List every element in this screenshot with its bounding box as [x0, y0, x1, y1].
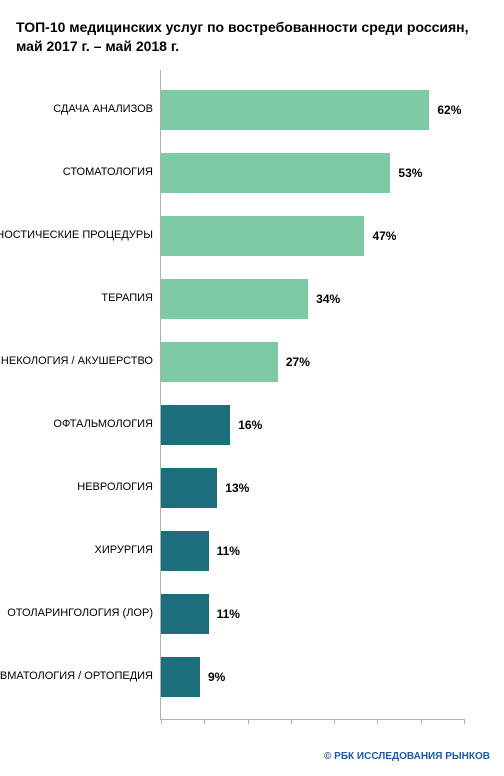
value-label: 9%	[208, 670, 225, 684]
category-label: ОТОЛАРИНГОЛОГИЯ (ЛОР)	[7, 607, 153, 620]
value-label: 11%	[217, 544, 240, 558]
bar	[161, 90, 429, 130]
source-footer: © РБК ИССЛЕДОВАНИЯ РЫНКОВ	[324, 751, 490, 762]
axis-tick	[248, 719, 249, 724]
category-label: ОФТАЛЬМОЛОГИЯ	[53, 418, 153, 431]
value-label: 27%	[286, 355, 310, 369]
chart-title: ТОП-10 медицинских услуг по востребованн…	[0, 0, 504, 66]
bar	[161, 531, 209, 571]
axis-tick	[291, 719, 292, 724]
bar	[161, 279, 308, 319]
bar	[161, 405, 230, 445]
bar-row: СДАЧА АНАЛИЗОВ62%	[161, 90, 464, 130]
chart-container: СДАЧА АНАЛИЗОВ62% СТОМАТОЛОГИЯ53% ДИАГНОСТ…	[160, 70, 464, 720]
bar-row: ОФТАЛЬМОЛОГИЯ16%	[161, 405, 464, 445]
value-label: 62%	[437, 103, 461, 117]
category-label: ГИНЕКОЛОГИЯ / АКУШЕРСТВО	[0, 355, 153, 368]
axis-tick	[464, 719, 465, 724]
axis-tick	[334, 719, 335, 724]
value-label: 47%	[372, 229, 396, 243]
axis-tick	[421, 719, 422, 724]
category-label: ТРАВМАТОЛОГИЯ / ОРТОПЕДИЯ	[0, 670, 153, 683]
bar-row: ГИНЕКОЛОГИЯ / АКУШЕРСТВО27%	[161, 342, 464, 382]
category-label: СДАЧА АНАЛИЗОВ	[53, 103, 153, 116]
bar-row: НЕВРОЛОГИЯ13%	[161, 468, 464, 508]
category-label: ТЕРАПИЯ	[101, 292, 153, 305]
bar	[161, 342, 278, 382]
value-label: 53%	[398, 166, 422, 180]
bar	[161, 594, 209, 634]
bar	[161, 216, 364, 256]
axis-tick	[161, 719, 162, 724]
axis-tick	[377, 719, 378, 724]
bar	[161, 468, 217, 508]
plot-area: СДАЧА АНАЛИЗОВ62% СТОМАТОЛОГИЯ53% ДИАГНОСТ…	[160, 70, 464, 720]
category-label: ХИРУРГИЯ	[95, 544, 153, 557]
bar-row: СТОМАТОЛОГИЯ53%	[161, 153, 464, 193]
bar	[161, 153, 390, 193]
category-label: НЕВРОЛОГИЯ	[77, 481, 153, 494]
category-label: ДИАГНОСТИЧЕСКИЕ ПРОЦЕДУРЫ	[0, 229, 153, 242]
value-label: 16%	[238, 418, 262, 432]
value-label: 13%	[225, 481, 249, 495]
bar-row: ДИАГНОСТИЧЕСКИЕ ПРОЦЕДУРЫ47%	[161, 216, 464, 256]
value-label: 11%	[217, 607, 240, 621]
bar-row: ХИРУРГИЯ11%	[161, 531, 464, 571]
value-label: 34%	[316, 292, 340, 306]
bar	[161, 657, 200, 697]
bar-row: ТЕРАПИЯ34%	[161, 279, 464, 319]
bar-row: ТРАВМАТОЛОГИЯ / ОРТОПЕДИЯ9%	[161, 657, 464, 697]
category-label: СТОМАТОЛОГИЯ	[63, 166, 153, 179]
axis-tick	[204, 719, 205, 724]
bar-row: ОТОЛАРИНГОЛОГИЯ (ЛОР)11%	[161, 594, 464, 634]
